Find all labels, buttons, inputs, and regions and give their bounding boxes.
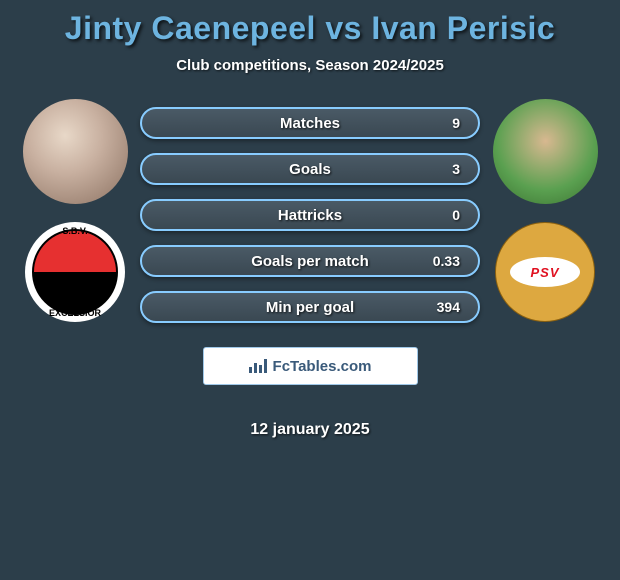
main-row: S.B.V. EXCELSIOR Matches 9 Goals 3 Hattr…	[0, 99, 620, 439]
player-left-photo	[23, 99, 128, 204]
stats-column: Matches 9 Goals 3 Hattricks 0 Goals per …	[130, 99, 490, 439]
player-right-photo	[493, 99, 598, 204]
stat-label: Min per goal	[266, 299, 354, 316]
club-left-logo: S.B.V. EXCELSIOR	[25, 222, 125, 322]
club-right-text: PSV	[510, 257, 580, 287]
stat-right-value: 0	[420, 207, 460, 223]
fctables-text: FcTables.com	[273, 358, 372, 375]
stat-label: Goals per match	[251, 253, 369, 270]
stat-row-goals-per-match: Goals per match 0.33	[140, 245, 480, 277]
comparison-card: Jinty Caenepeel vs Ivan Perisic Club com…	[0, 0, 620, 439]
right-player-column: PSV	[490, 99, 600, 322]
stat-row-goals: Goals 3	[140, 153, 480, 185]
fctables-badge[interactable]: FcTables.com	[203, 347, 418, 385]
stat-row-hattricks: Hattricks 0	[140, 199, 480, 231]
stat-label: Hattricks	[278, 207, 342, 224]
stat-label: Matches	[280, 115, 340, 132]
stat-right-value: 9	[420, 115, 460, 131]
stat-right-value: 3	[420, 161, 460, 177]
stat-row-matches: Matches 9	[140, 107, 480, 139]
left-player-column: S.B.V. EXCELSIOR	[20, 99, 130, 322]
stat-label: Goals	[289, 161, 331, 178]
club-left-inner	[32, 229, 118, 315]
club-right-logo: PSV	[495, 222, 595, 322]
bar-chart-icon	[249, 359, 267, 373]
date-line: 12 january 2025	[250, 421, 369, 439]
club-left-text-top: S.B.V.	[25, 226, 125, 236]
stat-row-min-per-goal: Min per goal 394	[140, 291, 480, 323]
stat-right-value: 0.33	[420, 253, 460, 269]
club-left-text-bottom: EXCELSIOR	[25, 308, 125, 318]
stat-right-value: 394	[420, 299, 460, 315]
page-title: Jinty Caenepeel vs Ivan Perisic	[0, 10, 620, 47]
subtitle: Club competitions, Season 2024/2025	[0, 57, 620, 74]
